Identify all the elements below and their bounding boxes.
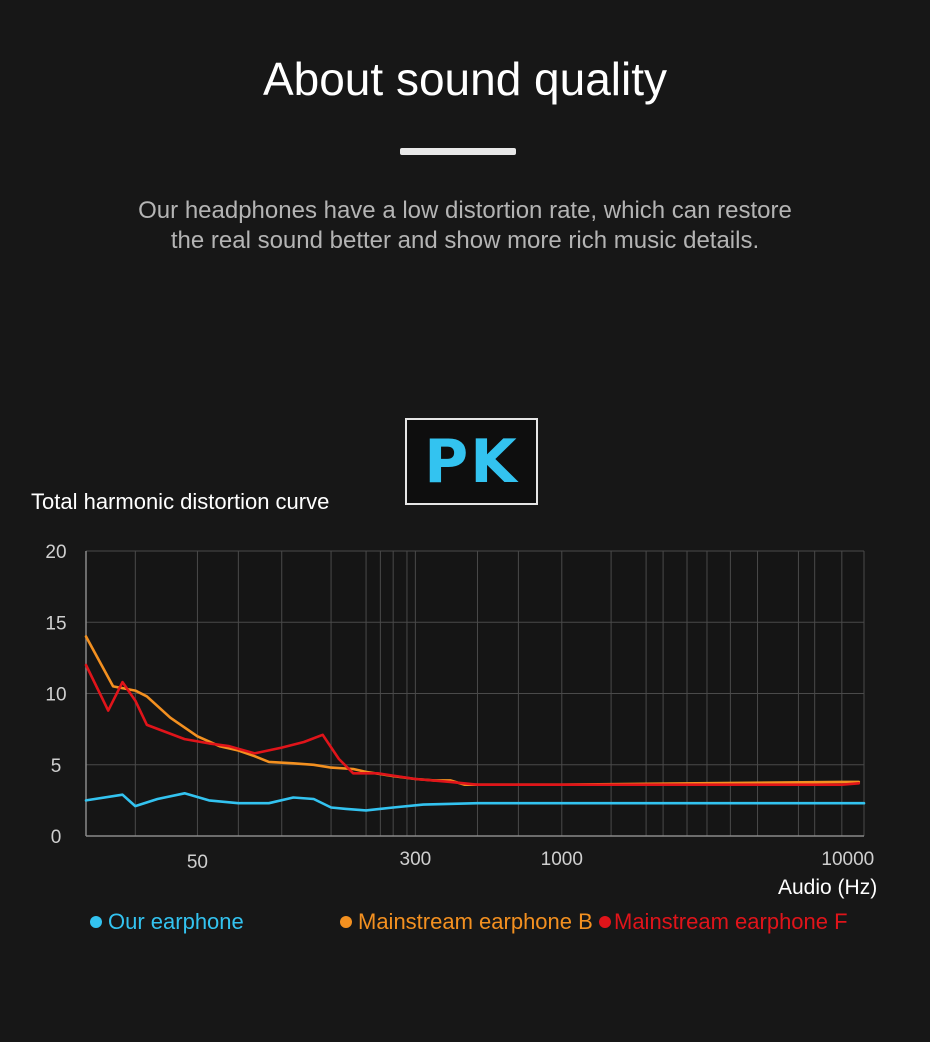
x-tick-label: 1000	[541, 849, 583, 870]
chart-title: Total harmonic distortion curve	[31, 489, 330, 514]
x-tick-label: 10000	[821, 849, 874, 870]
legend-dot-icon	[599, 916, 611, 928]
series-line-1	[84, 792, 866, 812]
title-underline	[400, 148, 516, 155]
legend-item-mainstream-b: Mainstream earphone B	[340, 909, 593, 935]
legend-dot-icon	[340, 916, 352, 928]
y-tick-label: 20	[45, 542, 66, 563]
series-line-3	[84, 663, 861, 786]
legend-item-mainstream-f: Mainstream earphone F	[599, 909, 848, 935]
x-tick-label: 50	[187, 852, 208, 873]
page-subtitle: Our headphones have a low distortion rat…	[60, 196, 870, 256]
legend-item-our-earphone: Our earphone	[90, 909, 244, 935]
y-tick-label: 0	[51, 827, 62, 848]
x-tick-label: 300	[400, 849, 432, 870]
y-tick-label: 5	[51, 756, 62, 777]
pk-badge: PK	[405, 418, 538, 505]
x-axis-label: Audio (Hz)	[778, 876, 878, 899]
page-title: About sound quality	[262, 53, 668, 105]
subtitle-line-1: Our headphones have a low distortion rat…	[138, 197, 792, 224]
legend-dot-icon	[90, 916, 102, 928]
legend-label: Mainstream earphone B	[358, 909, 593, 934]
y-tick-label: 15	[45, 613, 66, 634]
legend-label: Mainstream earphone F	[614, 909, 848, 934]
subtitle-line-2: the real sound better and show more rich…	[170, 227, 760, 254]
chart-legend: Our earphone Mainstream earphone B Mains…	[0, 909, 930, 939]
legend-label: Our earphone	[108, 909, 244, 934]
y-tick-label: 10	[45, 685, 66, 706]
